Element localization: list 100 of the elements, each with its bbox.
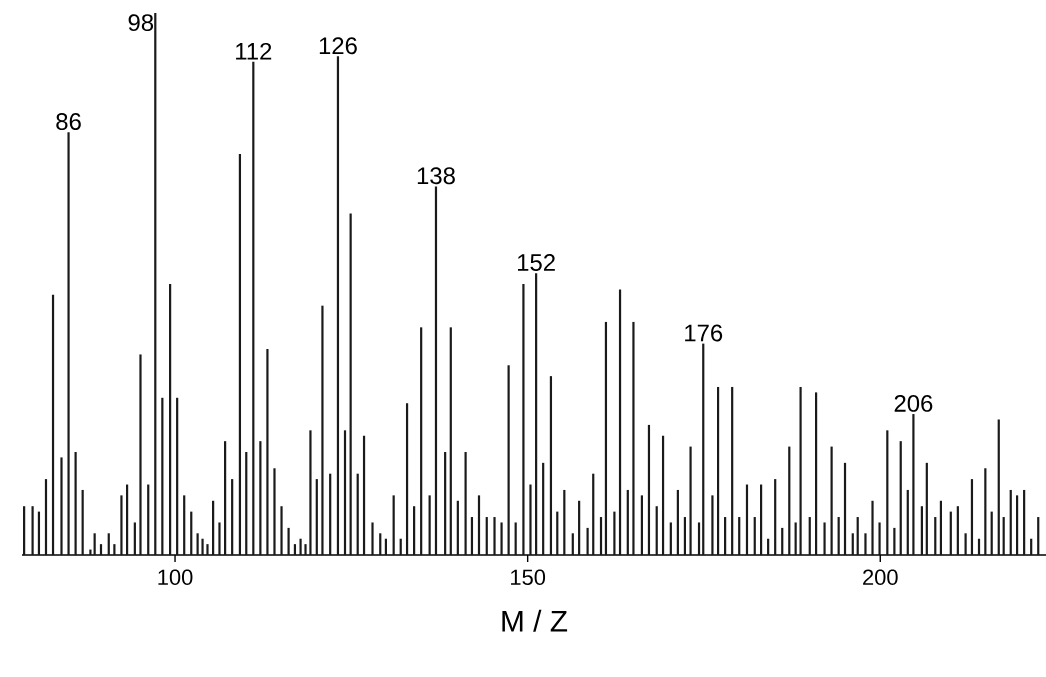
bar (507, 365, 510, 555)
bar (273, 468, 276, 555)
bar (201, 538, 204, 555)
bar (1009, 489, 1012, 555)
bar (716, 386, 720, 555)
bar (613, 511, 616, 555)
annotation: 98 (128, 14, 154, 32)
bar (661, 435, 665, 555)
bar (984, 468, 987, 555)
bar (647, 424, 651, 555)
bar (738, 517, 741, 555)
bar (44, 479, 48, 555)
bar (449, 327, 452, 555)
bar (183, 495, 186, 555)
bar (774, 479, 777, 555)
bar (724, 517, 727, 555)
bar (428, 495, 431, 555)
bar (238, 153, 242, 555)
bar (618, 289, 622, 555)
bar (604, 321, 608, 555)
bar (356, 473, 359, 555)
bar (1002, 517, 1005, 555)
bar (878, 522, 881, 555)
bar (139, 354, 142, 555)
bar (23, 506, 26, 555)
bar (956, 506, 959, 555)
bar (970, 479, 974, 555)
bar (231, 479, 234, 555)
bar (147, 484, 150, 555)
bar (1037, 517, 1040, 555)
bar (362, 435, 366, 555)
bar (1023, 489, 1026, 555)
bar (379, 533, 382, 555)
annotation: 152 (518, 254, 555, 271)
bar (434, 186, 438, 555)
x-tick-label: 100 (158, 569, 193, 586)
bar (990, 511, 993, 555)
bar (321, 305, 324, 555)
annotation: 86 (56, 113, 81, 131)
bar (856, 517, 859, 555)
bar (837, 517, 840, 555)
bar (781, 527, 784, 555)
bar (81, 489, 84, 555)
bar (912, 414, 915, 555)
bar (934, 517, 937, 555)
bar (259, 441, 262, 555)
bar (759, 484, 763, 555)
bar (522, 283, 525, 555)
bar (161, 397, 164, 555)
bar (592, 473, 595, 555)
bar (669, 522, 672, 555)
bar (133, 522, 136, 555)
bar (349, 213, 352, 555)
bar (920, 506, 923, 555)
bar (964, 533, 967, 555)
bar (731, 386, 734, 555)
bar (906, 489, 909, 555)
bar (788, 446, 791, 555)
bar (808, 517, 811, 555)
bar (154, 12, 157, 555)
bar (843, 462, 847, 555)
bar (864, 533, 867, 555)
annotation: 176 (685, 324, 723, 342)
bar (176, 397, 179, 555)
bar (224, 441, 227, 555)
bar (799, 386, 802, 555)
bar (287, 527, 290, 555)
bar (336, 56, 340, 555)
bar (997, 419, 1000, 555)
bar (542, 462, 545, 555)
annotation: 138 (417, 167, 455, 185)
bar (711, 495, 714, 555)
bar (293, 544, 297, 555)
bar (464, 452, 467, 555)
annotation: 126 (319, 37, 357, 55)
bar (99, 544, 103, 555)
bar (245, 452, 248, 555)
bar (563, 489, 566, 555)
bar (851, 533, 854, 555)
bar (93, 533, 96, 555)
bar (830, 446, 833, 555)
bar (823, 522, 826, 555)
bar (697, 522, 701, 555)
bar (74, 452, 77, 555)
bar (702, 343, 705, 555)
bar (196, 533, 199, 555)
bar (514, 522, 517, 555)
bar (529, 484, 532, 555)
bar (632, 321, 635, 555)
bar (753, 517, 756, 555)
bar (899, 441, 902, 555)
bar (470, 517, 474, 555)
bar (925, 462, 928, 555)
bar (578, 500, 581, 555)
bar (599, 517, 603, 555)
bar (67, 132, 70, 555)
bar (51, 294, 55, 555)
bar (626, 489, 629, 555)
bar (107, 533, 110, 555)
bar (266, 349, 269, 555)
